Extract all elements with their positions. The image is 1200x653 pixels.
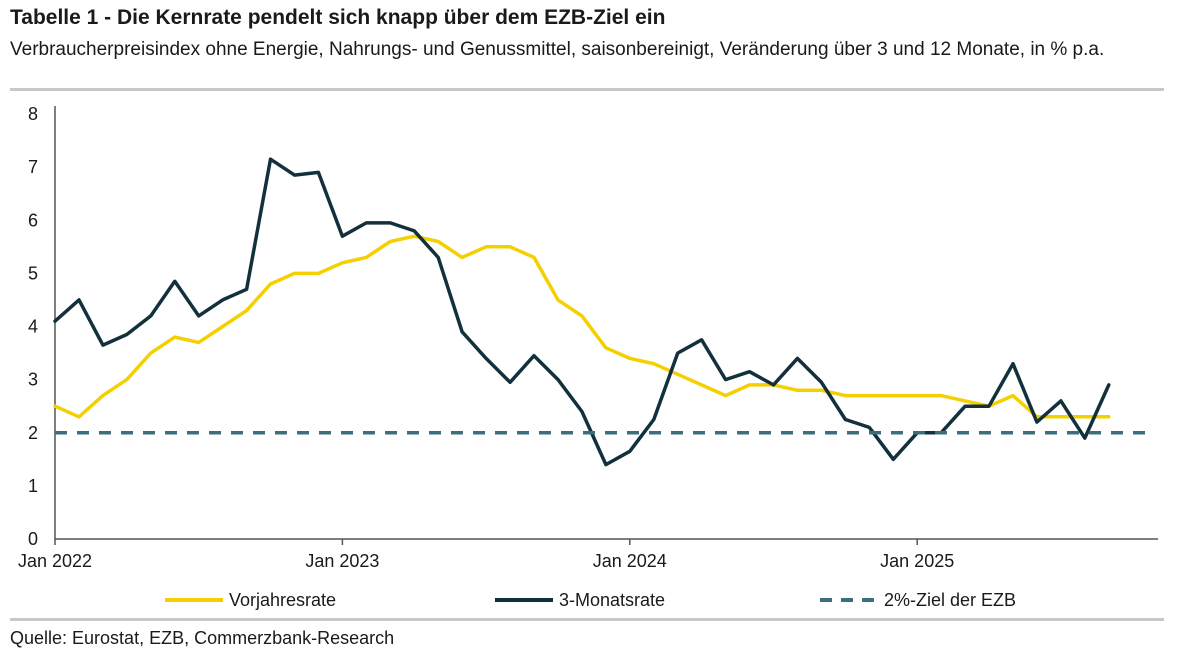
chart-title: Tabelle 1 - Die Kernrate pendelt sich kn… bbox=[10, 6, 666, 29]
x-tick-label: Jan 2023 bbox=[305, 551, 379, 571]
legend-label-vorjahresrate: Vorjahresrate bbox=[229, 590, 336, 610]
legend-label-2-ziel-der-ezb: 2%-Ziel der EZB bbox=[884, 590, 1016, 610]
chart-legend: Vorjahresrate 3-Monatsrate 2%-Ziel der EZB bbox=[165, 590, 1016, 610]
chart-plot-area bbox=[53, 157, 1148, 467]
top-divider bbox=[10, 88, 1164, 91]
y-tick-label: 5 bbox=[28, 263, 38, 283]
series-line-3-monatsrate bbox=[53, 157, 1111, 467]
y-tick-label: 7 bbox=[28, 157, 38, 177]
x-tick-label: Jan 2024 bbox=[593, 551, 667, 571]
chart-axes: 0 1 2 3 4 5 6 7 8 Jan 2022 Jan 2023 Jan 2024 Jan 202… bbox=[18, 104, 1158, 571]
y-tick-label: 1 bbox=[28, 476, 38, 496]
series-line-vorjahresrate bbox=[53, 234, 1111, 419]
y-tick-label: 8 bbox=[28, 104, 38, 124]
source-note: Quelle: Eurostat, EZB, Commerzbank-Resea… bbox=[10, 628, 395, 648]
y-tick-label: 6 bbox=[28, 210, 38, 230]
chart-subtitle: Verbraucherpreisindex ohne Energie, Nahr… bbox=[10, 39, 1105, 60]
x-tick-label: Jan 2025 bbox=[880, 551, 954, 571]
y-tick-label: 3 bbox=[28, 370, 38, 390]
y-tick-label: 0 bbox=[28, 529, 38, 549]
y-tick-label: 2 bbox=[28, 423, 38, 443]
x-tick-label: Jan 2022 bbox=[18, 551, 92, 571]
y-tick-label: 4 bbox=[28, 317, 38, 337]
bottom-divider bbox=[10, 618, 1164, 621]
legend-label-3-monatsrate: 3-Monatsrate bbox=[559, 590, 665, 610]
